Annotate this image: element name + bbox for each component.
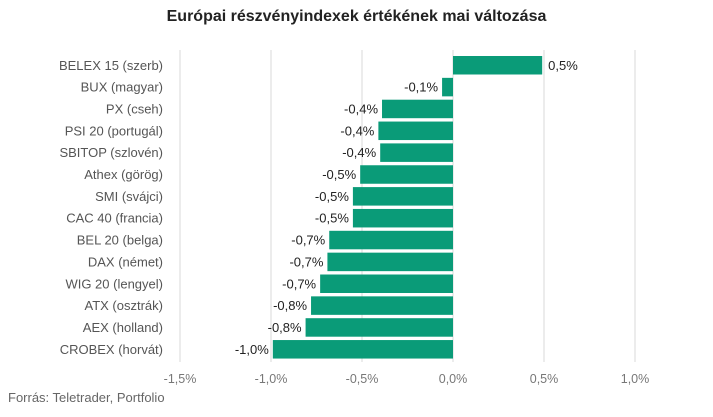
value-label: -0,8% [268, 320, 302, 335]
category-label: BUX (magyar) [81, 80, 163, 95]
x-tick-label: 0,5% [530, 372, 559, 386]
value-label: -0,4% [344, 101, 378, 116]
x-axis-ticks: -1,5% -1,0% -0,5% 0,0% 0,5% 1,0% [164, 372, 650, 386]
value-label: -0,1% [404, 80, 438, 95]
bar [380, 143, 453, 162]
chart-title: Európai részvényindexek értékének mai vá… [166, 8, 547, 25]
bar [311, 296, 453, 315]
value-label: -0,8% [273, 298, 307, 313]
bar [329, 230, 453, 250]
bar [272, 340, 453, 359]
source-note: Forrás: Teletrader, Portfolio [8, 390, 165, 405]
x-tick-label: 1,0% [621, 372, 650, 386]
value-label: -0,4% [342, 145, 376, 160]
category-label: SMI (svájci) [95, 189, 163, 204]
category-label: DAX (német) [88, 254, 163, 269]
category-label: AEX (holland) [83, 320, 163, 335]
bar [453, 56, 543, 75]
value-label: 0,5% [548, 58, 578, 73]
category-label: CAC 40 (francia) [66, 211, 163, 226]
value-label: -0,5% [315, 211, 349, 226]
value-labels: 0,5% -0,1% -0,4% -0,4% -0,4% -0,5% -0,5% -0,5% -… [235, 58, 578, 357]
category-label: WIG 20 (lengyel) [65, 276, 163, 291]
category-label: PX (cseh) [106, 101, 163, 116]
category-label: BEL 20 (belga) [77, 233, 163, 248]
bar [352, 208, 453, 228]
bar [305, 318, 453, 337]
category-label: PSI 20 (portugál) [65, 123, 163, 138]
value-label: -0,4% [340, 123, 374, 138]
value-label: -0,7% [282, 276, 316, 291]
value-label: -0,7% [291, 233, 325, 248]
category-labels: BELEX 15 (szerb) BUX (magyar) PX (cseh) PSI… [59, 58, 163, 357]
bar [442, 77, 453, 97]
value-label: -0,5% [315, 189, 349, 204]
bar [382, 99, 453, 119]
x-tick-label: -1,0% [255, 372, 288, 386]
category-label: CROBEX (horvát) [60, 342, 163, 357]
x-tick-label: -1,5% [164, 372, 197, 386]
category-label: SBITOP (szlovén) [59, 145, 163, 160]
x-tick-label: 0,0% [439, 372, 468, 386]
category-label: ATX (osztrák) [85, 298, 164, 313]
gridlines [179, 50, 636, 362]
value-label: -1,0% [235, 342, 269, 357]
value-label: -0,5% [322, 167, 356, 182]
x-tick-label: -0,5% [346, 372, 379, 386]
bars [272, 56, 543, 359]
bar [378, 121, 453, 141]
bar [360, 165, 453, 184]
bar [327, 252, 453, 272]
bar [320, 274, 453, 293]
category-label: BELEX 15 (szerb) [59, 58, 163, 73]
value-label: -0,7% [289, 254, 323, 269]
category-label: Athex (görög) [84, 167, 163, 182]
bar [352, 187, 453, 206]
